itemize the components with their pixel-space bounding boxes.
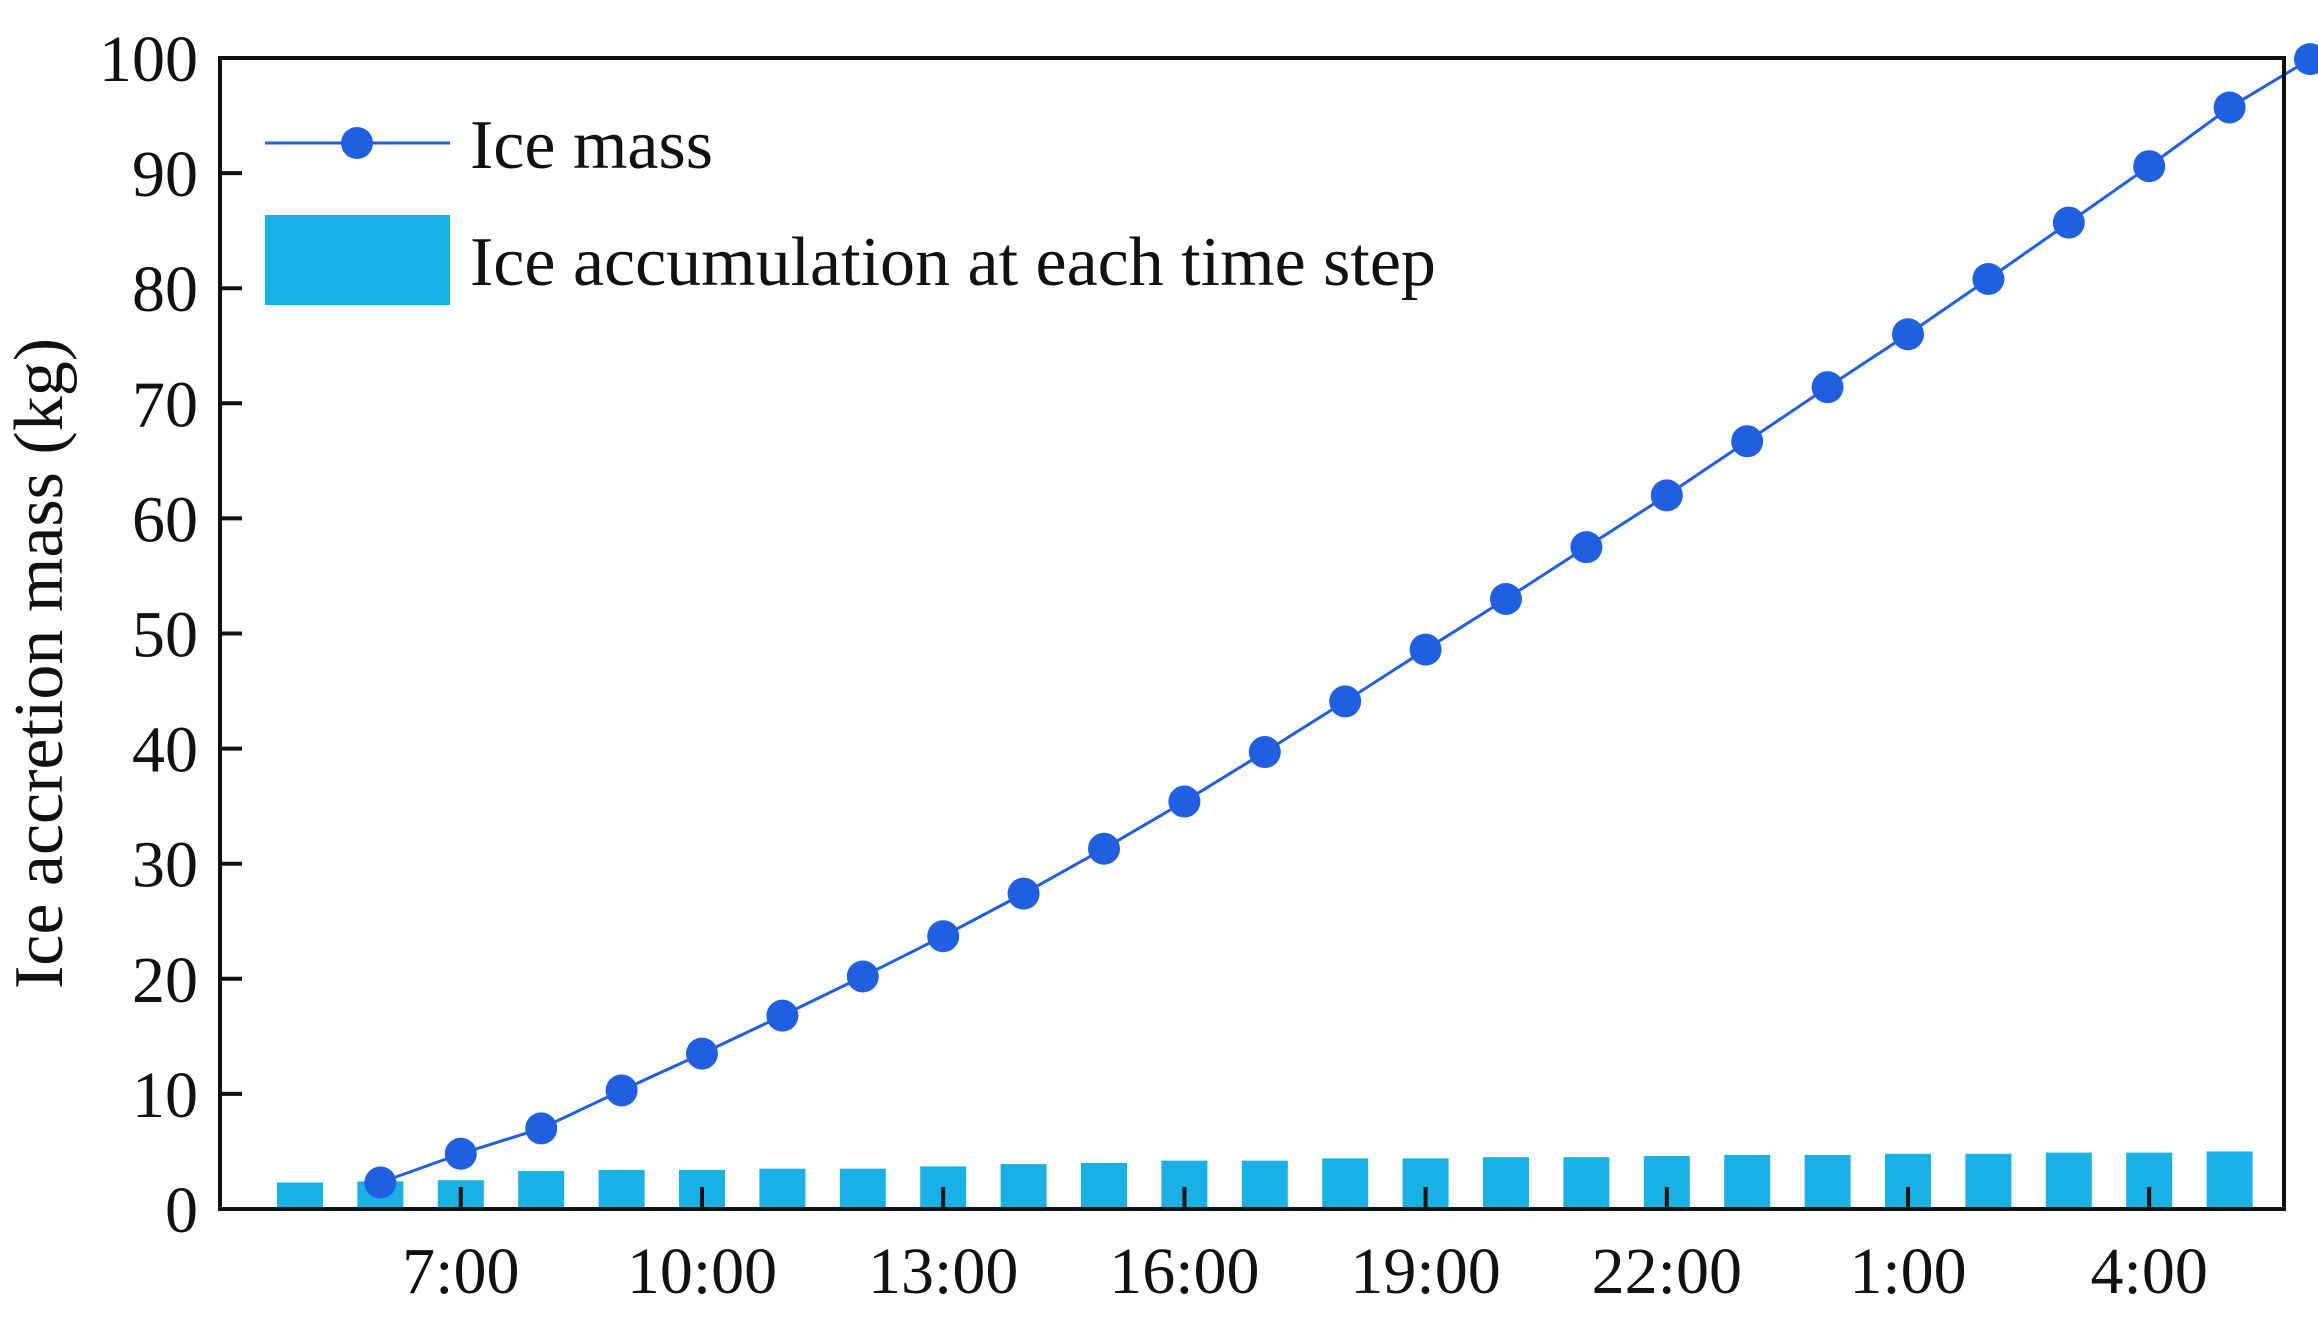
ice-mass-point-16 xyxy=(1650,479,1683,512)
bar-7 xyxy=(839,1168,886,1209)
ice-mass-point-5 xyxy=(766,999,799,1032)
y-tick-label-0: 0 xyxy=(165,1174,198,1247)
bar-18 xyxy=(1724,1154,1771,1209)
ice-mass-point-8 xyxy=(1007,877,1040,910)
bar-3 xyxy=(518,1171,565,1209)
legend-label-ice-mass: Ice mass xyxy=(470,107,713,184)
y-tick-label-70: 70 xyxy=(132,368,198,441)
x-tick-label-5: 22:00 xyxy=(1592,1235,1742,1308)
ice-mass-point-6 xyxy=(846,960,879,993)
bar-24 xyxy=(2206,1151,2253,1209)
legend-label-ice-accumulation: Ice accumulation at each time step xyxy=(470,224,1436,301)
x-tick-label-7: 4:00 xyxy=(2091,1235,2208,1308)
ice-mass-point-13 xyxy=(1409,633,1442,666)
y-tick-label-20: 20 xyxy=(132,944,198,1017)
y-tick-label-30: 30 xyxy=(132,829,198,902)
y-tick-label-50: 50 xyxy=(132,599,198,672)
bar-21 xyxy=(1965,1153,2012,1209)
bar-10 xyxy=(1081,1162,1127,1209)
legend: Ice mass Ice accumulation at each time s… xyxy=(265,107,1436,305)
bar-12 xyxy=(1241,1160,1288,1209)
y-tick-label-60: 60 xyxy=(132,483,198,556)
legend-marker-swatch xyxy=(341,127,373,159)
x-tick-label-6: 1:00 xyxy=(1849,1235,1966,1308)
x-tick-label-1: 10:00 xyxy=(627,1235,777,1308)
bar-6 xyxy=(759,1168,806,1209)
x-tick-label-4: 19:00 xyxy=(1350,1235,1500,1308)
bar-13 xyxy=(1322,1158,1369,1209)
x-tick-label-0: 7:00 xyxy=(402,1235,519,1308)
bar-0 xyxy=(277,1182,323,1209)
legend-bar-swatch xyxy=(265,215,450,305)
bar-4 xyxy=(598,1169,645,1209)
bar-9 xyxy=(1000,1164,1047,1209)
ice-mass-point-17 xyxy=(1731,425,1764,458)
y-axis-title: Ice accretion mass (kg) xyxy=(1,338,78,989)
y-tick-label-40: 40 xyxy=(132,714,198,787)
x-tick-label-2: 13:00 xyxy=(868,1235,1018,1308)
y-tick-label-90: 90 xyxy=(132,138,198,211)
y-tick-label-10: 10 xyxy=(132,1059,198,1132)
ice-mass-point-0 xyxy=(364,1166,397,1199)
bar-22 xyxy=(2045,1152,2092,1209)
bar-series xyxy=(277,1151,2253,1209)
bar-19 xyxy=(1804,1154,1851,1209)
ice-mass-point-11 xyxy=(1248,736,1281,769)
x-tick-label-3: 16:00 xyxy=(1109,1235,1259,1308)
bar-16 xyxy=(1563,1157,1610,1209)
line-series xyxy=(364,43,2318,1199)
ice-mass-point-10 xyxy=(1168,785,1201,818)
bar-15 xyxy=(1483,1157,1529,1209)
y-tick-label-100: 100 xyxy=(99,23,198,96)
ice-mass-point-14 xyxy=(1490,582,1522,615)
ice-mass-point-20 xyxy=(1972,262,2005,295)
ice-mass-point-24 xyxy=(2294,43,2318,76)
ice-mass-point-18 xyxy=(1811,371,1844,404)
ice-mass-point-1 xyxy=(444,1137,477,1170)
ice-mass-point-4 xyxy=(686,1037,718,1070)
ice-mass-point-12 xyxy=(1329,685,1362,718)
ice-mass-point-2 xyxy=(525,1112,558,1145)
ice-mass-point-15 xyxy=(1570,531,1603,564)
ice-mass-point-22 xyxy=(2133,150,2166,183)
ice-mass-point-9 xyxy=(1088,832,1120,865)
ice-mass-point-19 xyxy=(1892,318,1924,351)
y-tick-label-80: 80 xyxy=(132,253,198,326)
ice-mass-point-23 xyxy=(2213,91,2246,124)
ice-mass-point-3 xyxy=(605,1074,638,1107)
ice-mass-point-21 xyxy=(2052,206,2085,239)
ice-mass-point-7 xyxy=(927,920,960,953)
